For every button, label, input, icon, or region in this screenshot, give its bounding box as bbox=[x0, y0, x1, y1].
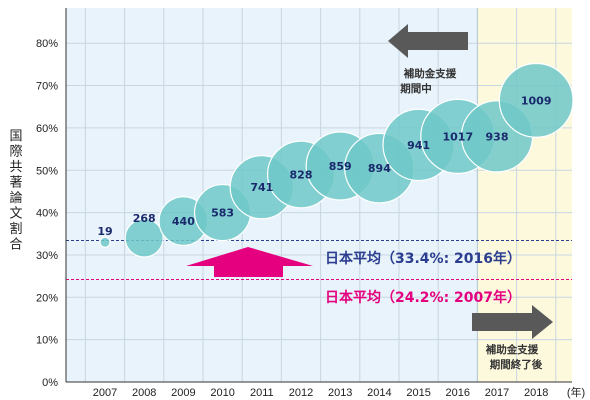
bubble-value-label: 894 bbox=[368, 162, 391, 175]
x-tick-label: 2016 bbox=[446, 387, 470, 399]
y-axis-title-char: 論 bbox=[9, 190, 22, 206]
support-period-label-line1: 補助金支援 bbox=[403, 67, 457, 80]
support-period-label-line2: 期間中 bbox=[400, 82, 432, 95]
y-axis-title-char: 国 bbox=[9, 129, 22, 144]
average-2016-label: 日本平均（33.4%: 2016年） bbox=[325, 250, 521, 267]
x-tick-label: 2011 bbox=[250, 387, 274, 399]
x-tick-label: 2013 bbox=[328, 387, 352, 399]
bubble-value-label: 941 bbox=[407, 139, 430, 152]
average-2007-label: 日本平均（24.2%: 2007年） bbox=[325, 289, 521, 306]
bubble-value-label: 1017 bbox=[442, 130, 473, 143]
up-arrow-shape bbox=[186, 247, 313, 277]
x-tick-label: 2018 bbox=[524, 387, 548, 399]
y-tick-label: 50% bbox=[36, 165, 58, 177]
y-tick-label: 10% bbox=[36, 335, 58, 347]
y-tick-label: 70% bbox=[36, 81, 58, 93]
post-support-label-line2: 期間終了後 bbox=[490, 358, 543, 371]
bubble-value-label: 19 bbox=[97, 225, 112, 238]
bubble bbox=[498, 62, 574, 138]
bubble bbox=[99, 236, 111, 248]
bubble-value-label: 268 bbox=[133, 212, 156, 225]
y-tick-label: 0% bbox=[42, 377, 58, 389]
x-tick-label: 2010 bbox=[210, 387, 234, 399]
axes-layer: 0% 10% 20% 30% 40% 50% 60% 70% 80% 2007 2008 2009 20… bbox=[9, 8, 585, 399]
y-tick-label: 40% bbox=[36, 208, 58, 220]
y-axis-title-char: 際 bbox=[9, 145, 22, 160]
y-axis-title-char: 合 bbox=[9, 238, 22, 253]
y-axis-title-char: 著 bbox=[9, 176, 22, 191]
y-tick-label: 80% bbox=[36, 38, 58, 50]
x-tick-label: 2008 bbox=[132, 387, 156, 399]
bubble-value-label: 1009 bbox=[521, 94, 552, 107]
x-tick-label: 2017 bbox=[485, 387, 509, 399]
reference-lines-layer bbox=[66, 240, 572, 281]
bubble-value-label: 828 bbox=[290, 168, 313, 181]
y-tick-label: 30% bbox=[36, 250, 58, 262]
bubble-value-label: 741 bbox=[250, 181, 273, 194]
left-arrow-shape bbox=[388, 24, 468, 58]
x-unit-label: (年) bbox=[567, 385, 585, 399]
x-tick-label: 2009 bbox=[171, 387, 195, 399]
bubble-value-label: 440 bbox=[172, 215, 195, 228]
y-axis-title-char: 割 bbox=[9, 221, 22, 237]
y-axis-title-char: 共 bbox=[9, 160, 22, 175]
bubble-value-label: 859 bbox=[329, 160, 352, 173]
y-tick-label: 60% bbox=[36, 123, 58, 135]
bubble bbox=[124, 218, 164, 258]
bubble-value-label: 583 bbox=[211, 207, 234, 220]
x-tick-label: 2012 bbox=[289, 387, 313, 399]
right-arrow-shape bbox=[472, 305, 553, 339]
x-tick-label: 2015 bbox=[406, 387, 430, 399]
post-support-label-line1: 補助金支援 bbox=[485, 343, 539, 356]
y-tick-label: 20% bbox=[36, 292, 58, 304]
bubbles-layer: 19 268 440 583 741 828 859 894 941 1017 938 1009 bbox=[97, 62, 574, 258]
x-tick-label: 2007 bbox=[93, 387, 117, 399]
y-axis-title-char: 文 bbox=[9, 207, 22, 222]
bubble-value-label: 938 bbox=[486, 130, 509, 143]
x-tick-label: 2014 bbox=[367, 387, 391, 399]
